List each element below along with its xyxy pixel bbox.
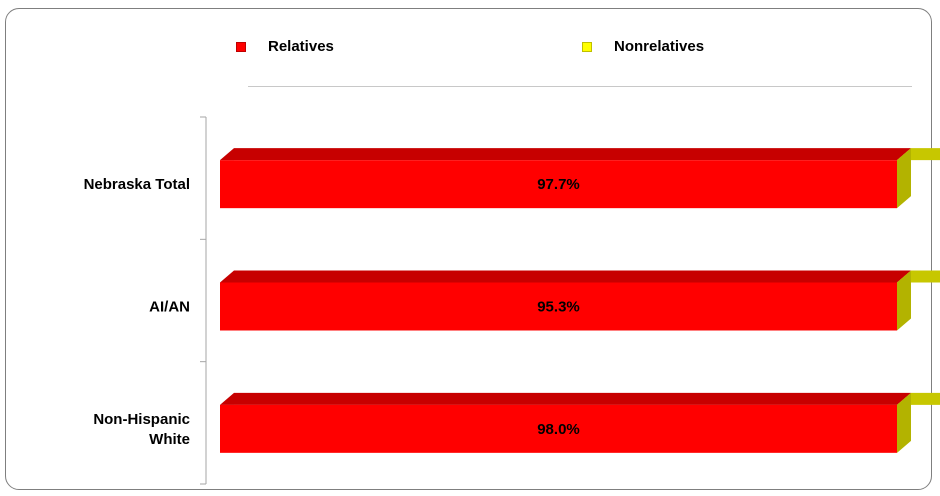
bar-nonrelatives-side bbox=[897, 270, 911, 331]
bar-relatives-top bbox=[220, 148, 911, 161]
bar-nonrelatives-side bbox=[897, 392, 911, 453]
bar-relatives-top bbox=[220, 270, 911, 283]
bar-relatives-top bbox=[220, 392, 911, 405]
bars bbox=[220, 148, 940, 453]
bar-relatives bbox=[220, 282, 897, 331]
legend-swatch-nonrelatives bbox=[582, 41, 592, 52]
category-label: Nebraska Total bbox=[84, 176, 190, 193]
labels: 97.7%2.3%95.3%4.7%98.0%2.0% bbox=[537, 176, 580, 438]
legend-label-nonrelatives: Nonrelatives bbox=[614, 38, 705, 55]
chart-frame bbox=[5, 8, 932, 490]
data-label: 97.7% bbox=[537, 176, 580, 193]
category-label: Non-Hispanic White bbox=[93, 411, 190, 448]
legend-swatch-relatives bbox=[236, 41, 246, 52]
data-label: 95.3% bbox=[537, 299, 580, 316]
category-axis: Nebraska Total AI/AN Non-Hispanic White bbox=[84, 116, 207, 485]
data-label: 98.0% bbox=[537, 421, 580, 438]
bar-nonrelatives-side bbox=[897, 148, 911, 209]
bar-relatives bbox=[220, 404, 897, 453]
legend-item-nonrelatives: Nonrelatives bbox=[582, 38, 704, 55]
bar-relatives bbox=[220, 160, 897, 209]
category-label: AI/AN bbox=[149, 299, 190, 316]
legend-divider bbox=[248, 86, 912, 87]
legend-item-relatives: Relatives bbox=[236, 38, 334, 55]
legend-label-relatives: Relatives bbox=[268, 38, 334, 55]
